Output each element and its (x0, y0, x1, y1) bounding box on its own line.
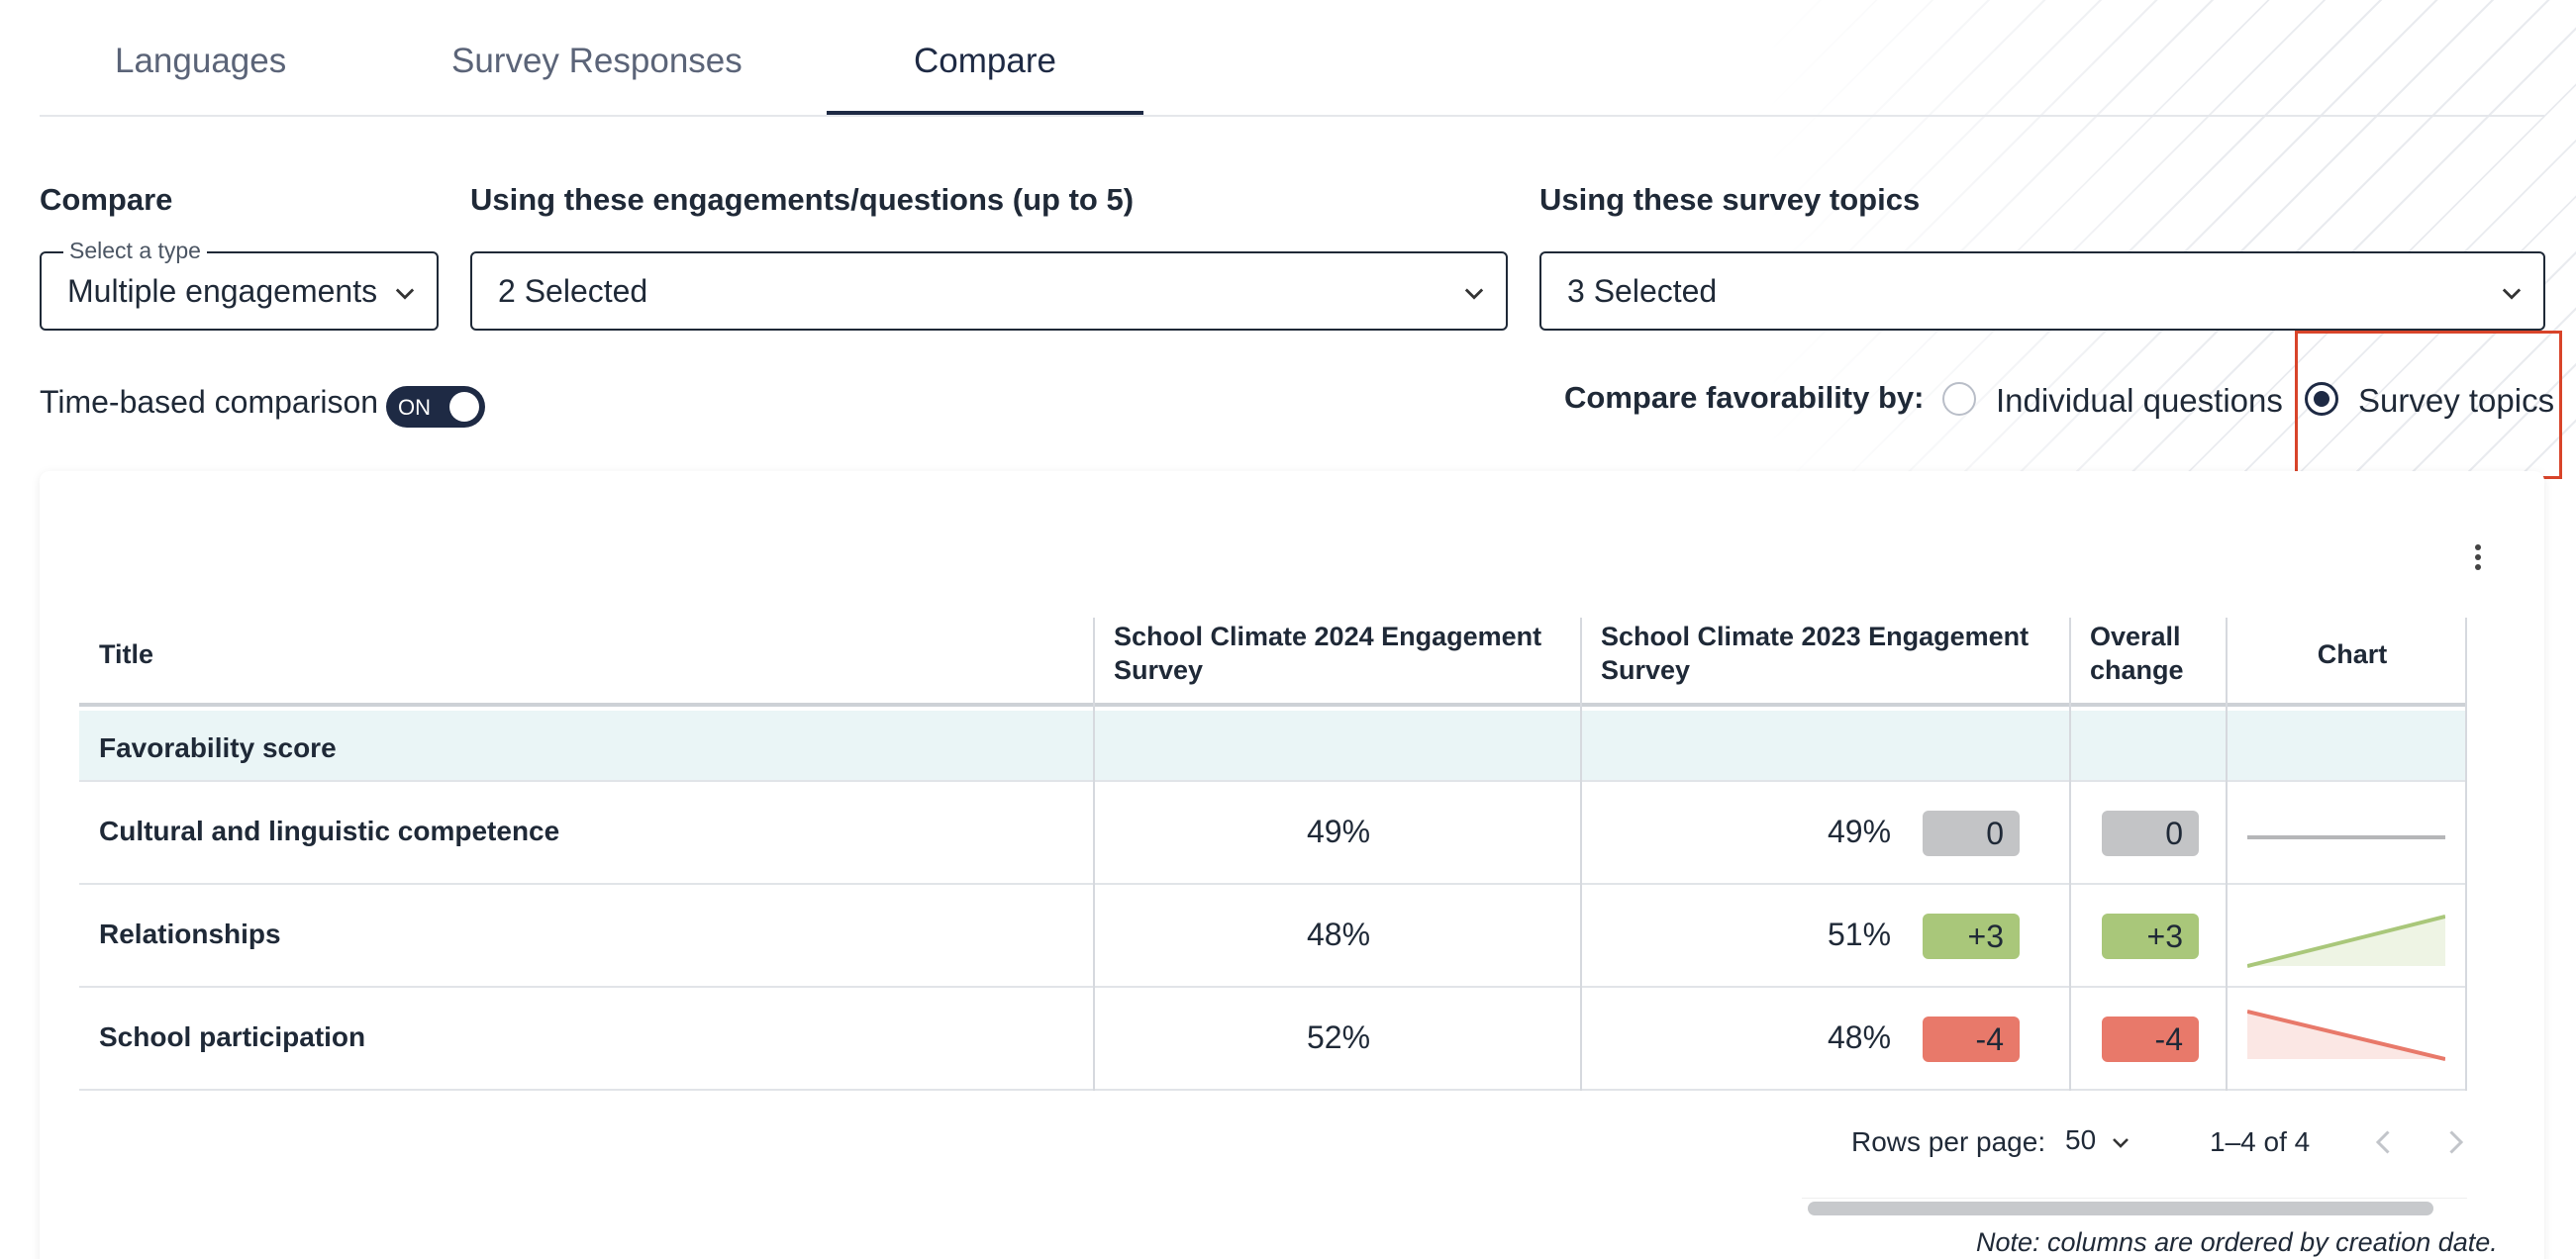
results-card (40, 471, 2544, 1259)
radio-survey-topics[interactable]: Survey topics (2305, 380, 2555, 420)
value-2024: 48% (1307, 917, 1371, 952)
value-2024: 52% (1307, 1019, 1371, 1055)
tab-bar: Languages Survey Responses Compare (40, 0, 2544, 117)
chevron-down-icon (2502, 288, 2522, 300)
delta-badge: +3 (1923, 914, 2020, 959)
header-2023: School Climate 2023 Engagement Survey (1601, 620, 2029, 687)
chevron-down-icon (2113, 1138, 2129, 1148)
column-divider (1580, 618, 1582, 1091)
header-2023-line1: School Climate 2023 Engagement (1601, 622, 2030, 651)
group-row: Favorability score (79, 711, 2467, 782)
time-based-label: Time-based comparison (40, 384, 379, 420)
topics-select[interactable]: 3 Selected (1539, 251, 2545, 331)
row-title: School participation (99, 1021, 366, 1052)
table-row: Relationships 48% 51% +3 +3 (79, 885, 2467, 988)
trend-sparkline (2247, 915, 2445, 968)
type-select-value: Multiple engagements (67, 273, 378, 309)
compare-label: Compare (40, 182, 173, 217)
column-divider (1093, 618, 1095, 1091)
table-row: School participation 52% 48% -4 -4 (79, 988, 2467, 1091)
horizontal-scrollbar[interactable] (1808, 1202, 2433, 1215)
row-title: Relationships (99, 919, 281, 949)
type-select[interactable]: Select a type Multiple engagements (40, 238, 439, 331)
header-chart: Chart (2317, 639, 2388, 669)
decorative-hatch (1762, 0, 2576, 475)
horizontal-scrollbar-track (1802, 1198, 2467, 1217)
toggle-knob (449, 392, 479, 422)
engagements-label: Using these engagements/questions (up to… (470, 182, 1135, 217)
header-2023-line2: Survey (1601, 655, 1691, 685)
topics-label: Using these survey topics (1539, 182, 1921, 217)
rows-per-page-label: Rows per page: (1851, 1126, 2046, 1157)
chevron-down-icon (395, 288, 415, 300)
rows-per-page-select[interactable]: 50 (2065, 1122, 2144, 1162)
table-header: Title School Climate 2024 Engagement Sur… (79, 618, 2467, 707)
header-2024: School Climate 2024 Engagement Survey (1114, 620, 1541, 687)
engagements-select-value: 2 Selected (498, 273, 648, 309)
value-2024: 49% (1307, 814, 1371, 849)
header-title: Title (99, 639, 154, 669)
engagements-select[interactable]: 2 Selected (470, 251, 1508, 331)
radio-individual-label: Individual questions (1996, 382, 2283, 419)
value-2023: 51% (1828, 917, 1892, 952)
radio-topics-label: Survey topics (2358, 382, 2555, 419)
highlight-box (2295, 331, 2562, 479)
type-select-legend: Select a type (63, 238, 207, 264)
value-2023: 48% (1828, 1019, 1892, 1055)
radio-individual-questions[interactable]: Individual questions (1942, 380, 2289, 420)
topics-select-value: 3 Selected (1567, 273, 1718, 309)
overall-change-badge: -4 (2102, 1017, 2199, 1062)
overall-change-badge: +3 (2102, 914, 2199, 959)
ordering-note: Note: columns are ordered by creation da… (1976, 1227, 2498, 1257)
tab-survey-responses[interactable]: Survey Responses (451, 42, 743, 80)
table-row: Cultural and linguistic competence 49% 4… (79, 782, 2467, 885)
chevron-down-icon (1464, 288, 1484, 300)
column-divider (2069, 618, 2071, 1091)
previous-page-icon[interactable] (2366, 1122, 2402, 1162)
rows-per-page-value: 50 (2065, 1124, 2097, 1155)
header-2024-line1: School Climate 2024 Engagement (1114, 622, 1542, 651)
trend-sparkline (2247, 835, 2445, 839)
group-label: Favorability score (99, 732, 337, 763)
trend-sparkline (2247, 1010, 2445, 1061)
radio-unchecked-icon (1942, 382, 1976, 416)
pagination-range: 1–4 of 4 (2210, 1126, 2311, 1157)
overall-change-badge: 0 (2102, 811, 2199, 856)
next-page-icon[interactable] (2437, 1122, 2473, 1162)
more-options-icon[interactable] (2457, 536, 2497, 576)
favorability-label: Compare favorability by: (1564, 380, 1925, 415)
delta-badge: -4 (1923, 1017, 2020, 1062)
header-overall-change: Overall change (2090, 620, 2184, 687)
tab-compare[interactable]: Compare (914, 42, 1056, 80)
column-divider (2226, 618, 2228, 1091)
header-change-line1: Overall (2090, 622, 2181, 651)
column-divider (2465, 618, 2467, 1091)
radio-checked-icon (2305, 382, 2338, 416)
toggle-state-text: ON (398, 395, 431, 420)
header-change-line2: change (2090, 655, 2184, 685)
value-2023: 49% (1828, 814, 1892, 849)
active-tab-indicator (827, 111, 1143, 115)
delta-badge: 0 (1923, 811, 2020, 856)
row-title: Cultural and linguistic competence (99, 816, 560, 846)
header-2024-line2: Survey (1114, 655, 1204, 685)
tab-languages[interactable]: Languages (115, 42, 287, 80)
time-based-toggle[interactable]: ON (386, 386, 485, 428)
